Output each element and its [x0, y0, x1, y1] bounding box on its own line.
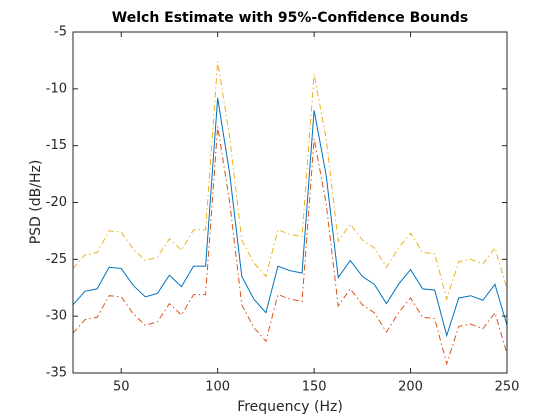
y-tick-label: -20 — [46, 195, 67, 210]
x-tick-label: 100 — [205, 380, 230, 395]
y-tick-label: -35 — [46, 366, 67, 381]
x-tick-label: 200 — [398, 380, 423, 395]
y-tick-label: -15 — [46, 138, 67, 153]
series-line — [72, 97, 508, 338]
axes-box — [72, 31, 508, 374]
series-line — [72, 126, 508, 366]
x-tick-label: 150 — [302, 380, 327, 395]
y-axis-label: PSD (dB/Hz) — [28, 160, 44, 245]
y-tick-label: -5 — [54, 25, 67, 40]
series-line — [72, 61, 508, 301]
x-tick-label: 50 — [113, 380, 130, 395]
y-tick-label: -25 — [46, 252, 67, 267]
y-tick-label: -30 — [46, 309, 67, 324]
y-tick-label: -10 — [46, 81, 67, 96]
chart-title: Welch Estimate with 95%-Confidence Bound… — [112, 10, 468, 26]
x-axis-label: Frequency (Hz) — [237, 399, 343, 415]
x-tick-label: 250 — [495, 380, 520, 395]
